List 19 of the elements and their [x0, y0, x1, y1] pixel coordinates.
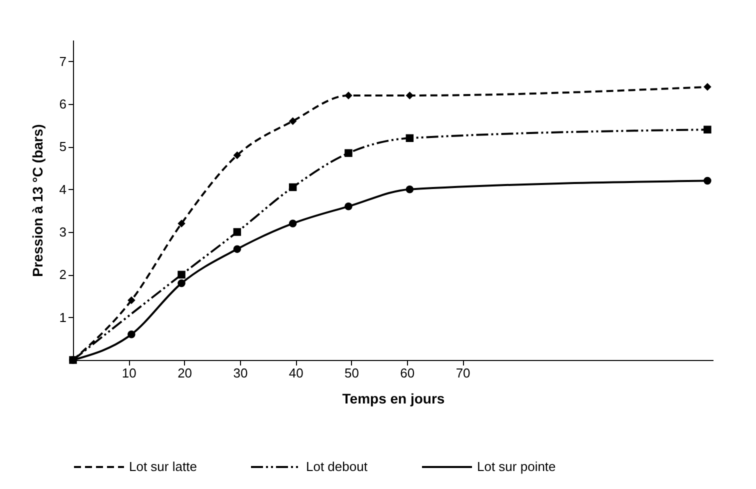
- x-tick-label: 30: [233, 366, 248, 380]
- y-tick-label: 6: [59, 96, 66, 112]
- y-tick-label: 5: [59, 139, 66, 154]
- y-tick-label: 1: [59, 310, 66, 325]
- legend-label: Lot debout: [306, 459, 368, 474]
- x-tick-label: 70: [456, 366, 470, 380]
- y-axis-title: Pression à 13 °C (bars): [29, 124, 46, 277]
- y-tick-label: 4: [59, 182, 66, 197]
- y-tick-label: 2: [59, 267, 66, 282]
- x-tick-label: 10: [122, 366, 136, 380]
- x-axis-title: Temps en jours: [342, 390, 445, 406]
- x-tick-label: 20: [178, 366, 192, 380]
- legend-label: Lot sur latte: [129, 459, 197, 474]
- legend-label: Lot sur pointe: [477, 459, 556, 474]
- x-tick-label: 40: [288, 366, 304, 380]
- x-tick-label: 50: [344, 366, 359, 380]
- y-tick-label: 7: [59, 54, 66, 69]
- x-tick-label: 60: [400, 366, 415, 380]
- y-tick-label: 3: [59, 224, 66, 240]
